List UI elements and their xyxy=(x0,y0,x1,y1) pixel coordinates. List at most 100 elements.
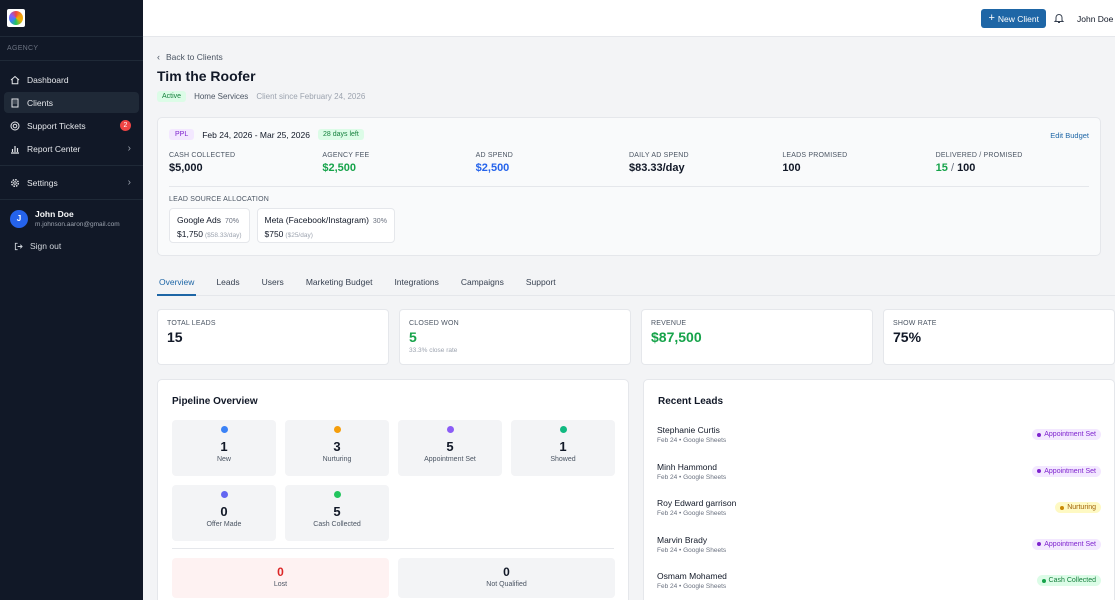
lead-status-badge: Appointment Set xyxy=(1032,465,1101,477)
stat-label: DELIVERED / PROMISED xyxy=(935,152,1023,159)
status-label: Nurturing xyxy=(1067,504,1096,511)
sidebar-item-dashboard[interactable]: Dashboard xyxy=(4,69,139,90)
tab-users[interactable]: Users xyxy=(261,277,284,287)
bar-chart-icon xyxy=(10,144,20,154)
sidebar-item-label: Support Tickets xyxy=(27,120,86,131)
avatar: J xyxy=(10,209,28,228)
kpi-value: 75% xyxy=(893,329,922,345)
stat-value: $2,500 xyxy=(322,162,356,174)
sidebar-item-settings[interactable]: Settings › xyxy=(4,172,139,193)
tab-support[interactable]: Support xyxy=(525,277,556,287)
pipeline-stage-nurturing[interactable]: 3 Nurturing xyxy=(285,420,389,476)
stage-count: 0 xyxy=(503,565,510,579)
lead-status-badge: Appointment Set xyxy=(1032,538,1101,550)
kpi-label: REVENUE xyxy=(651,320,687,327)
tab-leads[interactable]: Leads xyxy=(216,277,240,287)
page-title: Tim the Roofer xyxy=(157,68,256,84)
lead-name: Minh Hammond xyxy=(657,461,717,472)
lead-name: Roy Edward garrison xyxy=(657,498,737,508)
budget-type-badge: PPL xyxy=(169,129,195,140)
list-item[interactable]: Minh Hammond Feb 24 • Google Sheets Appo… xyxy=(657,462,1101,499)
new-client-button[interactable]: + New Client xyxy=(981,9,1046,28)
stat-value: 15 / 100 xyxy=(936,162,1089,174)
stage-dot xyxy=(446,426,454,433)
stage-count: 5 xyxy=(446,439,454,454)
divider xyxy=(0,199,143,200)
status-dot xyxy=(1037,469,1042,473)
list-item[interactable]: Roy Edward garrison Feb 24 • Google Shee… xyxy=(657,498,1101,535)
stage-label: Appointment Set xyxy=(424,456,476,463)
delivered-count: 15 xyxy=(935,162,948,174)
stat-value: $83.33/day xyxy=(628,162,685,174)
pipeline-stage-new[interactable]: 1 New xyxy=(172,420,276,476)
bell-icon[interactable] xyxy=(1053,12,1065,24)
recent-leads-list: Stephanie Curtis Feb 24 • Google Sheets … xyxy=(657,425,1101,600)
client-since: Client since February 24, 2026 xyxy=(256,92,366,101)
stage-label: Not Qualified xyxy=(486,581,527,588)
tab-campaigns[interactable]: Campaigns xyxy=(460,277,504,287)
top-user-name[interactable]: John Doe xyxy=(1077,14,1114,24)
tab-overview[interactable]: Overview xyxy=(157,269,197,296)
user-name: John Doe xyxy=(35,209,74,219)
list-item[interactable]: Marvin Brady Feb 24 • Google Sheets Appo… xyxy=(657,535,1101,572)
lifebuoy-icon xyxy=(10,121,20,131)
kpi-label: TOTAL LEADS xyxy=(167,320,216,327)
stage-count: 3 xyxy=(333,439,341,454)
stage-label: New xyxy=(216,456,231,463)
new-client-label: New Client xyxy=(997,13,1039,24)
list-item[interactable]: Stephanie Curtis Feb 24 • Google Sheets … xyxy=(657,425,1101,462)
chevron-left-icon: ‹ xyxy=(157,52,160,62)
sidebar-item-report-center[interactable]: Report Center › xyxy=(4,138,139,159)
panel-title: Recent Leads xyxy=(658,396,724,407)
stage-count: 5 xyxy=(333,504,341,519)
stat-label: AGENCY FEE xyxy=(322,152,370,159)
kpi-value: 15 xyxy=(167,329,183,345)
stage-label: Lost xyxy=(273,581,288,588)
allocation-amount: $750 xyxy=(264,229,284,239)
kpi-show-rate: SHOW RATE 75% xyxy=(883,309,1115,365)
sidebar: AGENCY Dashboard Clients Support Tickets… xyxy=(0,0,143,600)
pipeline-stage-cash-collected[interactable]: 5 Cash Collected xyxy=(285,485,389,541)
edit-budget-link[interactable]: Edit Budget xyxy=(1050,131,1089,140)
status-dot xyxy=(1037,432,1042,437)
budget-date-range: Feb 24, 2026 - Mar 25, 2026 xyxy=(202,129,310,140)
divider xyxy=(0,165,143,166)
sidebar-nav: Dashboard Clients Support Tickets 2 Repo… xyxy=(0,61,143,256)
divider xyxy=(169,186,1089,187)
main-content: ‹ Back to Clients Tim the Roofer Active … xyxy=(143,37,1115,600)
stat-value: 100 xyxy=(782,162,801,174)
allocation-google-ads: Google Ads 70% $1,750 ($58.33/day) xyxy=(169,208,250,243)
lead-status-badge: Nurturing xyxy=(1055,502,1101,513)
logo-mark xyxy=(9,11,23,25)
stat-leads-promised: LEADS PROMISED 100 xyxy=(782,152,935,174)
gear-icon xyxy=(10,178,20,188)
pipeline-stage-showed[interactable]: 1 Showed xyxy=(511,420,615,476)
user-profile[interactable]: J John Doe m.johnson.aaron@gmail.com xyxy=(4,206,139,231)
stat-label: CASH COLLECTED xyxy=(169,152,236,159)
plus-icon: + xyxy=(988,12,995,24)
sign-out-button[interactable]: Sign out xyxy=(4,236,139,256)
user-email: m.johnson.aaron@gmail.com xyxy=(35,221,120,228)
pipeline-stage-lost[interactable]: 0 Lost xyxy=(172,558,389,598)
allocation-daily: ($58.33/day) xyxy=(205,232,242,239)
list-item[interactable]: Osmam Mohamed Feb 24 • Google Sheets Cas… xyxy=(657,571,1101,600)
pipeline-closed-stages: 0 Lost 0 Not Qualified xyxy=(172,558,616,598)
pipeline-stage-offer-made[interactable]: 0 Offer Made xyxy=(172,485,276,541)
tab-marketing-budget[interactable]: Marketing Budget xyxy=(305,277,373,287)
back-to-clients-link[interactable]: ‹ Back to Clients xyxy=(157,52,223,62)
sidebar-item-support-tickets[interactable]: Support Tickets 2 xyxy=(4,115,139,136)
pipeline-stage-not-qualified[interactable]: 0 Not Qualified xyxy=(398,558,615,598)
status-label: Appointment Set xyxy=(1044,431,1096,438)
sign-out-icon xyxy=(14,242,23,251)
pipeline-stage-appointment-set[interactable]: 5 Appointment Set xyxy=(398,420,502,476)
sidebar-section-label: AGENCY xyxy=(0,37,143,61)
kpi-subtext: 33.3% close rate xyxy=(409,347,458,354)
client-tabs: Overview Leads Users Marketing Budget In… xyxy=(157,269,1115,296)
sidebar-item-label: Settings xyxy=(27,177,58,188)
stage-label: Cash Collected xyxy=(313,521,361,528)
sign-out-label: Sign out xyxy=(30,241,62,251)
app-logo[interactable] xyxy=(7,9,25,27)
tab-integrations[interactable]: Integrations xyxy=(394,277,439,287)
allocation-pct: 70% xyxy=(224,218,239,225)
sidebar-item-clients[interactable]: Clients xyxy=(4,92,139,113)
